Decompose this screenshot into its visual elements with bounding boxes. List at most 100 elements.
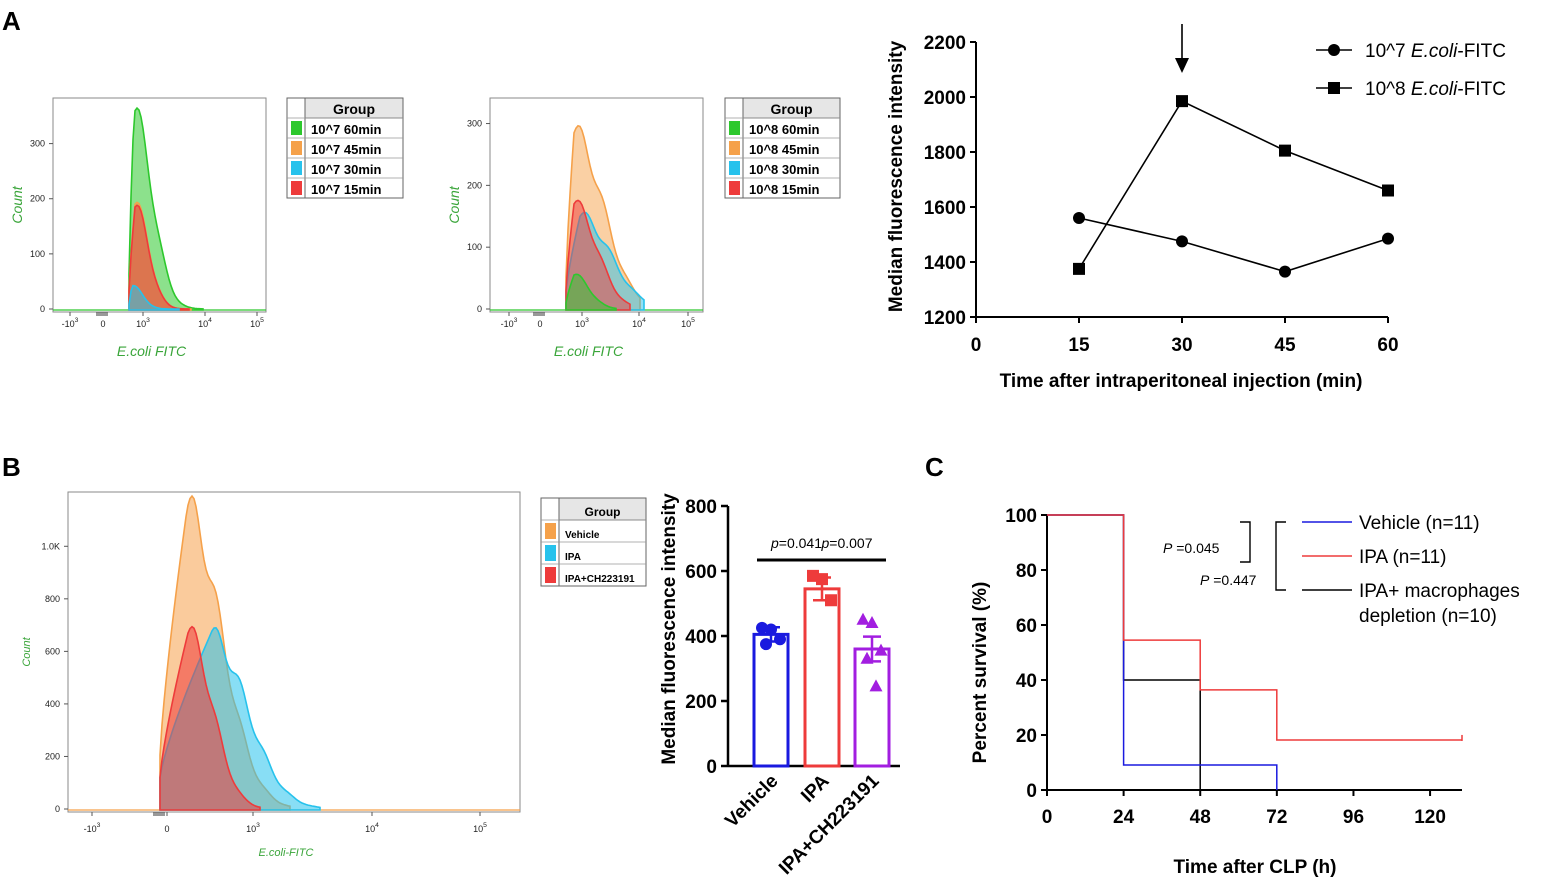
x-tick-label: 96 [1343, 807, 1364, 828]
histogram-series-3 [128, 204, 190, 311]
x-tick-label: -103 [501, 317, 518, 329]
plot-frame [67, 491, 521, 813]
y-tick-label: 1600 [924, 198, 966, 219]
legend-title: Group [333, 101, 375, 117]
y-tick-label: 600 [45, 646, 60, 656]
x-tick-label: 48 [1190, 807, 1211, 828]
legend-entry: 10^8 45min [749, 142, 820, 157]
text-span: 4 [375, 822, 379, 829]
text-span: 0 [100, 319, 105, 329]
x-axis-label: E.coli-FITC [259, 847, 314, 859]
y-axis-label: Count [9, 185, 25, 223]
y-tick-label: 0 [40, 304, 45, 314]
x-tick-label: 72 [1266, 807, 1287, 828]
legend-entry: 10^8 E.coli-FITC [1365, 79, 1506, 100]
x-tick-label: 103 [246, 822, 260, 834]
text-span: 0 [164, 824, 169, 834]
legend-entry: 10^7 30min [311, 162, 382, 177]
p-value: P =0.447 [1200, 572, 1257, 588]
plot-frame [52, 97, 267, 313]
y-tick-label: 20 [1016, 726, 1037, 747]
legend: Group 10^8 60min 10^8 45min 10^8 30min 10^8 … [724, 97, 841, 199]
legend-entry: depletion (n=10) [1359, 606, 1497, 627]
x-tick-label: 104 [632, 317, 646, 329]
text-span: 10 [681, 319, 691, 329]
text-span: E.coli [1411, 79, 1458, 100]
text-span: 10 [250, 319, 260, 329]
text-span: 3 [97, 822, 101, 829]
legend-entry: 10^7 15min [311, 182, 382, 197]
text-span: p [770, 535, 779, 551]
data-point [756, 621, 768, 634]
text-span: 5 [483, 822, 487, 829]
data-point [860, 651, 874, 664]
legend-swatch [545, 545, 556, 561]
legend-swatch [545, 523, 556, 539]
category-label: IPA [797, 770, 833, 806]
y-tick-label: 400 [685, 627, 717, 648]
text-span: 10 [198, 319, 208, 329]
y-tick-label: 200 [45, 751, 60, 761]
x-tick-label: 0 [537, 319, 542, 329]
y-tick-label: 80 [1016, 561, 1037, 582]
histogram-series-2 [128, 284, 180, 311]
y-tick-label: 100 [1005, 506, 1037, 527]
text-span: =0.007 [829, 535, 872, 551]
legend-swatch [729, 121, 740, 135]
legend: Group 10^7 60min 10^7 45min 10^7 30min 10^7 … [286, 97, 404, 199]
category-label: Vehicle [721, 771, 782, 832]
data-point [760, 638, 772, 651]
text-span: 4 [642, 317, 646, 324]
data-point [825, 594, 837, 607]
y-axis-label: Percent survival (%) [970, 582, 991, 764]
y-tick-label: 0 [477, 304, 482, 314]
y-tick-label: 800 [685, 497, 717, 518]
text-span: -10 [62, 319, 75, 329]
p-value: p=0.007 [820, 535, 872, 551]
x-tick-label: 104 [198, 317, 212, 329]
x-tick-label: 120 [1414, 807, 1446, 828]
survival-chart-C: 0 20 40 60 80 100 0 24 48 72 96 120 Percent survival… [970, 506, 1520, 878]
histogram-series-2 [159, 625, 261, 811]
y-tick-label: 300 [30, 139, 45, 149]
legend-entry: 10^7 45min [311, 142, 382, 157]
text-span: 5 [260, 317, 264, 324]
text-span: 10 [473, 824, 483, 834]
data-point [874, 643, 888, 656]
text-span: 5 [691, 317, 695, 324]
y-tick-label: 800 [45, 594, 60, 604]
data-point [869, 679, 883, 692]
x-axis-label: Time after CLP (h) [1174, 857, 1337, 878]
y-tick-label: 1200 [924, 308, 966, 329]
legend-entry: 10^8 30min [749, 162, 820, 177]
y-tick-label: 600 [685, 562, 717, 583]
text-span: -10 [84, 824, 97, 834]
y-tick-label: 1.0K [41, 541, 60, 551]
text-span: 3 [146, 317, 150, 324]
y-tick-label: 200 [685, 692, 717, 713]
legend-entry: Vehicle [565, 530, 600, 541]
data-point-square [1382, 184, 1394, 197]
x-tick-label: 105 [681, 317, 695, 329]
text-span: =0.041 [779, 535, 822, 551]
data-point-square [1279, 144, 1291, 157]
y-tick-label: 60 [1016, 616, 1037, 637]
y-tick-label: 400 [45, 699, 60, 709]
text-span: E.coli [1411, 41, 1458, 62]
y-axis-label: Median fluorescence intensity [886, 40, 907, 312]
legend-entry: IPA (n=11) [1359, 547, 1447, 568]
text-span: 3 [514, 317, 518, 324]
text-span: 4 [208, 317, 212, 324]
legend-entry: IPA+ macrophages [1359, 581, 1520, 602]
legend-entry: IPA+CH223191 [565, 574, 635, 585]
legend-title: Group [585, 505, 621, 519]
legend-swatch [729, 141, 740, 155]
data-point-square [1073, 262, 1085, 275]
data-point-circle [1279, 265, 1291, 278]
legend-swatch [291, 161, 302, 175]
legend-swatch [291, 181, 302, 195]
text-span: 3 [585, 317, 589, 324]
y-tick-label: 1400 [924, 253, 966, 274]
